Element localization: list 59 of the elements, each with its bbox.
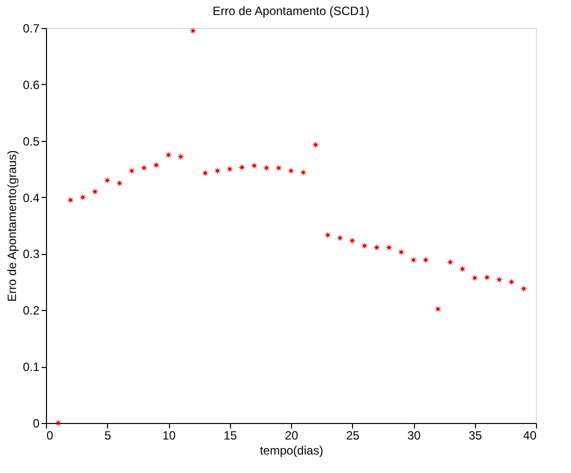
- point: [336, 234, 344, 242]
- x-tick-label: 40: [523, 428, 537, 442]
- point: [508, 278, 516, 286]
- point: [262, 164, 270, 172]
- point: [152, 161, 160, 169]
- point: [397, 248, 406, 256]
- point: [238, 164, 246, 172]
- point: [520, 284, 528, 293]
- point: [483, 274, 491, 282]
- x-tick-label: 10: [162, 428, 176, 442]
- point: [360, 242, 368, 250]
- y-tick-label: 0.1: [22, 360, 40, 374]
- point: [274, 164, 283, 172]
- x-tick-label: 20: [284, 428, 298, 442]
- point: [470, 274, 479, 282]
- x-tick-label: 5: [104, 428, 112, 442]
- point: [164, 151, 172, 159]
- point: [495, 276, 504, 284]
- chart-title: Erro de Apontamento (SCD1): [212, 4, 370, 18]
- x-tick-label: 35: [468, 428, 482, 442]
- y-tick-label: 0.5: [22, 134, 40, 148]
- point: [434, 305, 442, 313]
- point: [128, 166, 136, 175]
- x-tick-label: 25: [346, 428, 360, 442]
- point: [250, 162, 258, 170]
- y-tick-label: 0.6: [22, 78, 40, 92]
- point: [214, 166, 222, 175]
- x-tick-label: 15: [224, 428, 238, 442]
- point: [287, 166, 295, 175]
- point: [458, 265, 466, 273]
- point: [226, 165, 234, 173]
- y-tick-label: 0.2: [22, 304, 40, 318]
- point: [78, 193, 87, 202]
- y-tick-label: 0.7: [22, 22, 40, 36]
- point: [91, 188, 99, 196]
- x-axis-title: tempo(dias): [260, 444, 324, 458]
- point: [140, 164, 148, 172]
- point: [176, 152, 185, 161]
- point: [66, 196, 74, 204]
- point: [385, 244, 393, 252]
- y-tick-label: 0.4: [22, 190, 40, 205]
- point: [312, 140, 320, 149]
- point: [299, 168, 308, 176]
- point: [103, 176, 112, 184]
- x-tick-label: 30: [407, 428, 421, 442]
- point: [410, 256, 418, 264]
- y-axis-title: Erro de Apontamento(graus): [4, 150, 19, 302]
- point: [324, 231, 332, 239]
- point: [446, 258, 454, 266]
- y-tick-label: 0.3: [22, 247, 40, 262]
- point: [54, 419, 62, 427]
- point: [422, 256, 430, 264]
- point: [348, 236, 356, 245]
- x-tick-label: 0: [46, 428, 54, 442]
- point: [116, 179, 124, 188]
- point: [189, 26, 197, 35]
- y-tick-label: 0: [32, 416, 40, 430]
- point: [372, 244, 381, 252]
- point: [201, 169, 210, 177]
